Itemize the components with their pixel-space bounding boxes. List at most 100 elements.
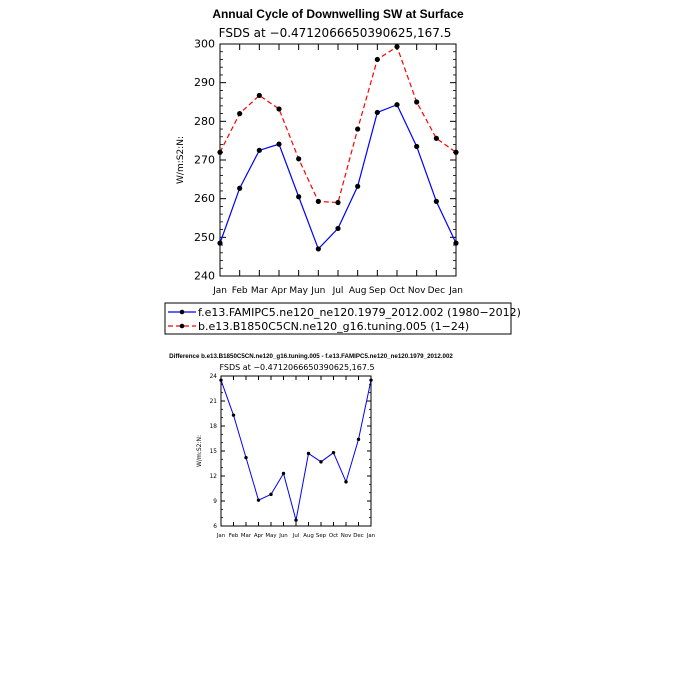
x-tick-label: Mar [251, 286, 268, 296]
x-tick-label: Feb [232, 286, 248, 296]
x-tick-label: Jul [292, 533, 300, 539]
data-point-series-1 [269, 492, 273, 497]
chart2-series [219, 378, 373, 522]
x-tick-label: Nov [341, 533, 352, 539]
chart1-title: Annual Cycle of Downwelling SW at Surfac… [212, 7, 464, 21]
x-tick-label: Sep [316, 533, 327, 539]
chart2-x-tick-labels: Jan Feb Mar Apr May Jun Jul Aug Sep Oct Nov Dec Jan [216, 533, 375, 539]
data-point-series-1 [319, 460, 323, 464]
data-point-series-1 [356, 437, 361, 442]
chart2-y-tick-labels: 6 9 12 15 18 21 24 [210, 374, 218, 530]
data-point-series-1 [355, 183, 361, 189]
chart1-y-tick-labels: 240 250 260 270 280 290 300 [194, 37, 215, 282]
data-point-series-1 [344, 480, 348, 484]
chart1-y-axis-label: W/m:S2:N: [176, 136, 186, 184]
y-tick-label: 12 [210, 474, 218, 480]
data-point-series-2 [296, 156, 302, 162]
x-tick-label: Sep [369, 286, 386, 296]
chart1-series [217, 44, 459, 252]
x-tick-label: Mar [241, 533, 252, 539]
data-point-series-1 [244, 455, 248, 460]
data-point-series-1 [281, 471, 286, 476]
x-tick-label: Aug [349, 286, 367, 296]
x-tick-label: Jul [332, 286, 344, 296]
data-point-series-1 [414, 143, 420, 150]
x-tick-label: Apr [254, 533, 264, 539]
y-tick-label: 250 [194, 231, 215, 244]
y-tick-label: 24 [210, 374, 218, 380]
y-tick-label: 9 [213, 499, 217, 505]
chart2-title: Difference b.e13.B1850C5CN.ne120_g16.tun… [169, 353, 453, 360]
data-point-series-1 [231, 413, 236, 417]
data-point-series-2 [217, 149, 223, 155]
annual-cycle-chart: Annual Cycle of Downwelling SW at Surfac… [164, 7, 521, 335]
x-tick-label: Feb [229, 533, 239, 539]
x-tick-label: May [265, 533, 277, 539]
data-point-series-2 [276, 106, 282, 112]
y-tick-label: 270 [194, 153, 215, 166]
data-point-series-1 [219, 378, 223, 382]
data-point-series-1 [276, 141, 282, 147]
x-tick-label: Jan [366, 533, 375, 539]
data-point-series-1 [369, 378, 373, 382]
y-tick-label: 240 [194, 269, 215, 282]
data-point-series-1 [335, 225, 341, 232]
data-point-series-1 [315, 246, 321, 252]
data-point-series-2 [335, 199, 341, 206]
data-point-series-2 [433, 135, 439, 141]
data-point-series-1 [256, 498, 261, 502]
data-point-series-2 [237, 111, 243, 117]
data-point-series-1 [374, 109, 380, 116]
data-point-series-2 [414, 99, 420, 105]
data-point-series-2 [394, 44, 400, 50]
x-tick-label: Nov [408, 286, 426, 296]
y-tick-label: 21 [210, 399, 218, 405]
x-tick-label: Jun [278, 533, 287, 539]
x-tick-label: May [289, 286, 308, 296]
x-tick-label: Oct [329, 533, 338, 539]
chart1-legend: f.e13.FAMIPC5.ne120_ne120.1979_2012.002 … [164, 302, 521, 335]
data-point-series-2 [355, 126, 361, 132]
x-tick-label: Oct [389, 286, 405, 296]
data-point-series-1 [296, 194, 302, 200]
difference-chart: Difference b.e13.B1850C5CN.ne120_g16.tun… [169, 353, 453, 539]
data-point-series-1 [453, 240, 459, 246]
data-point-series-1 [294, 518, 298, 522]
data-point-series-1 [217, 240, 223, 246]
legend-marker-series-1 [179, 309, 185, 315]
x-tick-label: Jun [310, 286, 325, 296]
data-point-series-1 [256, 147, 262, 153]
chart1-subtitle: FSDS at −0.4712066650390625,167.5 [219, 26, 452, 40]
data-point-series-1 [394, 102, 400, 108]
y-tick-label: 290 [194, 76, 215, 89]
data-point-series-1 [306, 451, 311, 456]
y-tick-label: 18 [210, 424, 218, 430]
x-tick-label: Jan [448, 286, 463, 296]
y-tick-label: 15 [210, 449, 218, 455]
legend-label-series-1: f.e13.FAMIPC5.ne120_ne120.1979_2012.002 … [198, 306, 521, 319]
data-point-series-2 [315, 198, 321, 204]
data-point-series-2 [256, 92, 262, 99]
chart1-x-tick-labels: Jan Feb Mar Apr May Jun Jul Aug Sep Oct Nov Dec Jan [212, 286, 463, 296]
x-tick-label: Dec [428, 286, 445, 296]
chart2-y-axis-label: W/m:S2:N: [196, 435, 203, 467]
chart2-subtitle: FSDS at −0.4712066650390625,167.5 [219, 363, 374, 372]
data-point-series-2 [374, 56, 380, 63]
x-tick-label: Apr [271, 286, 287, 296]
data-point-series-1 [331, 450, 336, 455]
data-point-series-2 [453, 149, 459, 155]
y-tick-label: 300 [194, 37, 215, 50]
x-tick-label: Jan [216, 533, 225, 539]
y-tick-label: 260 [194, 192, 215, 205]
data-point-series-1 [433, 198, 439, 204]
x-tick-label: Dec [353, 533, 363, 539]
y-tick-label: 280 [194, 115, 215, 128]
chart2-axis-ticks [220, 375, 372, 527]
x-tick-label: Jan [212, 286, 227, 296]
x-tick-label: Aug [303, 533, 314, 539]
y-tick-label: 6 [213, 524, 217, 530]
legend-label-series-2: b.e13.B1850C5CN.ne120_g16.tuning.005 (1−… [198, 320, 469, 333]
legend-marker-series-2 [179, 323, 185, 329]
